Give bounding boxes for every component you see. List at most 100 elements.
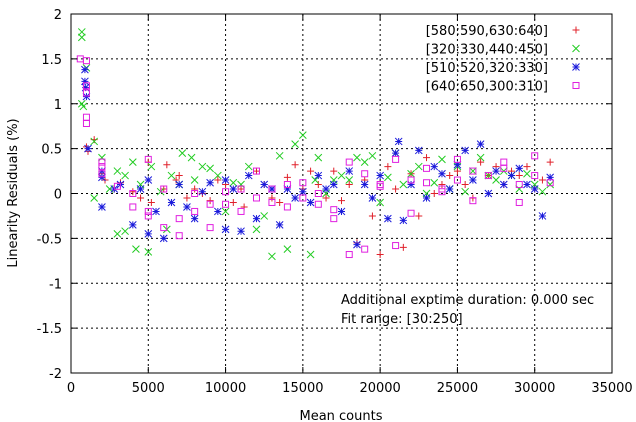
data-point [446, 172, 454, 180]
data-point [144, 176, 153, 184]
data-point [469, 176, 477, 184]
data-point [81, 65, 89, 74]
data-point [128, 158, 137, 166]
data-point [163, 161, 171, 169]
data-point [306, 198, 315, 207]
x-tick-label: 15000 [282, 381, 323, 396]
data-point [299, 187, 307, 196]
data-point [445, 185, 454, 193]
data-point [283, 181, 291, 189]
data-point [175, 215, 183, 223]
data-point [492, 167, 500, 175]
data-point [523, 180, 531, 189]
series-4-points [76, 55, 554, 259]
data-point [538, 187, 547, 196]
data-point [322, 185, 330, 193]
data-point [283, 173, 291, 181]
data-point [237, 227, 245, 236]
data-point [469, 167, 477, 175]
data-point [399, 216, 408, 225]
data-point [338, 197, 345, 205]
data-point [160, 224, 168, 232]
data-point [376, 181, 384, 189]
data-point [337, 207, 346, 216]
data-point [183, 203, 191, 211]
data-point [500, 164, 508, 172]
data-point [368, 151, 377, 160]
data-point [477, 158, 485, 166]
data-point [314, 200, 322, 208]
data-point [423, 154, 431, 162]
data-point [222, 200, 230, 208]
data-point [384, 214, 392, 223]
data-point [136, 185, 145, 193]
data-point [144, 230, 153, 238]
axes: 0 5000 10000 15000 20000 25000 30000 35000 -2 -1.… [37, 8, 633, 396]
data-point [376, 171, 384, 180]
data-point [260, 212, 269, 220]
y-tick-label: 0 [54, 188, 62, 203]
data-point [423, 164, 431, 172]
data-point [229, 198, 237, 206]
data-point [423, 179, 431, 187]
data-point [360, 180, 369, 189]
data-point [283, 203, 291, 211]
data-point [221, 176, 230, 184]
data-point [252, 225, 261, 234]
data-point [407, 180, 415, 189]
data-point [453, 160, 462, 169]
data-point [167, 198, 176, 207]
data-point [129, 190, 137, 197]
data-point [82, 119, 90, 127]
data-point [476, 140, 485, 148]
data-point [82, 82, 90, 90]
data-point [82, 57, 90, 65]
data-point [407, 169, 415, 178]
data-point [499, 180, 508, 189]
data-point [368, 212, 376, 220]
data-point [314, 190, 322, 197]
series-3-points [81, 65, 555, 249]
data-point [113, 167, 122, 175]
data-point [353, 153, 361, 162]
data-point [299, 131, 307, 140]
data-point [222, 188, 230, 196]
data-point [453, 167, 461, 175]
data-point [275, 151, 284, 160]
data-point [407, 209, 415, 217]
data-point [77, 33, 86, 42]
x-tick-label: 25000 [437, 381, 478, 396]
data-point [291, 140, 299, 148]
data-point [453, 155, 461, 163]
data-point [82, 89, 90, 97]
data-point [384, 173, 392, 182]
data-point [384, 163, 392, 171]
y-tick-label: 2 [54, 8, 62, 23]
data-point [345, 167, 354, 175]
x-tick-label: 20000 [359, 381, 400, 396]
data-point [538, 212, 547, 220]
data-point [144, 212, 152, 220]
data-point [121, 227, 129, 236]
data-point [484, 189, 493, 198]
x-tick-label: 35000 [591, 381, 632, 396]
data-point [252, 194, 260, 202]
data-point [484, 172, 492, 180]
data-point [430, 162, 439, 171]
data-point [268, 185, 276, 193]
data-point [422, 194, 431, 202]
data-point [330, 215, 338, 223]
legend-label: [320:330,440:450] [426, 43, 548, 58]
data-point [98, 203, 106, 211]
data-point [121, 171, 129, 180]
data-point [515, 198, 523, 206]
data-point [461, 146, 470, 155]
data-point [178, 149, 187, 157]
data-point [438, 188, 446, 196]
data-point [461, 181, 469, 189]
data-point [330, 206, 338, 214]
data-point [391, 149, 400, 157]
data-point [90, 194, 99, 202]
y-tick-label: 1 [54, 98, 62, 113]
